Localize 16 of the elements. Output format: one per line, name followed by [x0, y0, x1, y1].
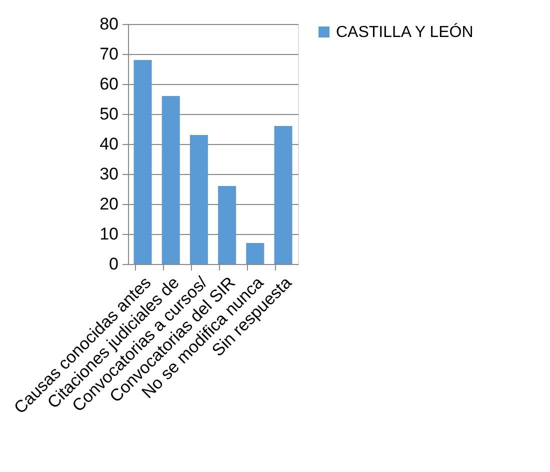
bar — [274, 126, 292, 264]
bar — [218, 186, 236, 264]
y-tick-label: 20 — [100, 194, 118, 214]
y-tick-label: 50 — [100, 104, 118, 124]
y-tick-label: 40 — [100, 134, 118, 154]
y-tick-label: 10 — [100, 224, 118, 244]
bar — [246, 243, 264, 264]
y-tick-label: 80 — [100, 14, 118, 34]
y-tick-label: 0 — [109, 254, 118, 274]
bar — [190, 135, 208, 264]
y-tick-label: 70 — [100, 44, 118, 64]
legend-label: CASTILLA Y LEÓN — [336, 23, 474, 41]
bar — [162, 96, 180, 264]
bar — [134, 60, 152, 264]
y-tick-label: 60 — [100, 74, 118, 94]
y-tick-label: 30 — [100, 164, 118, 184]
